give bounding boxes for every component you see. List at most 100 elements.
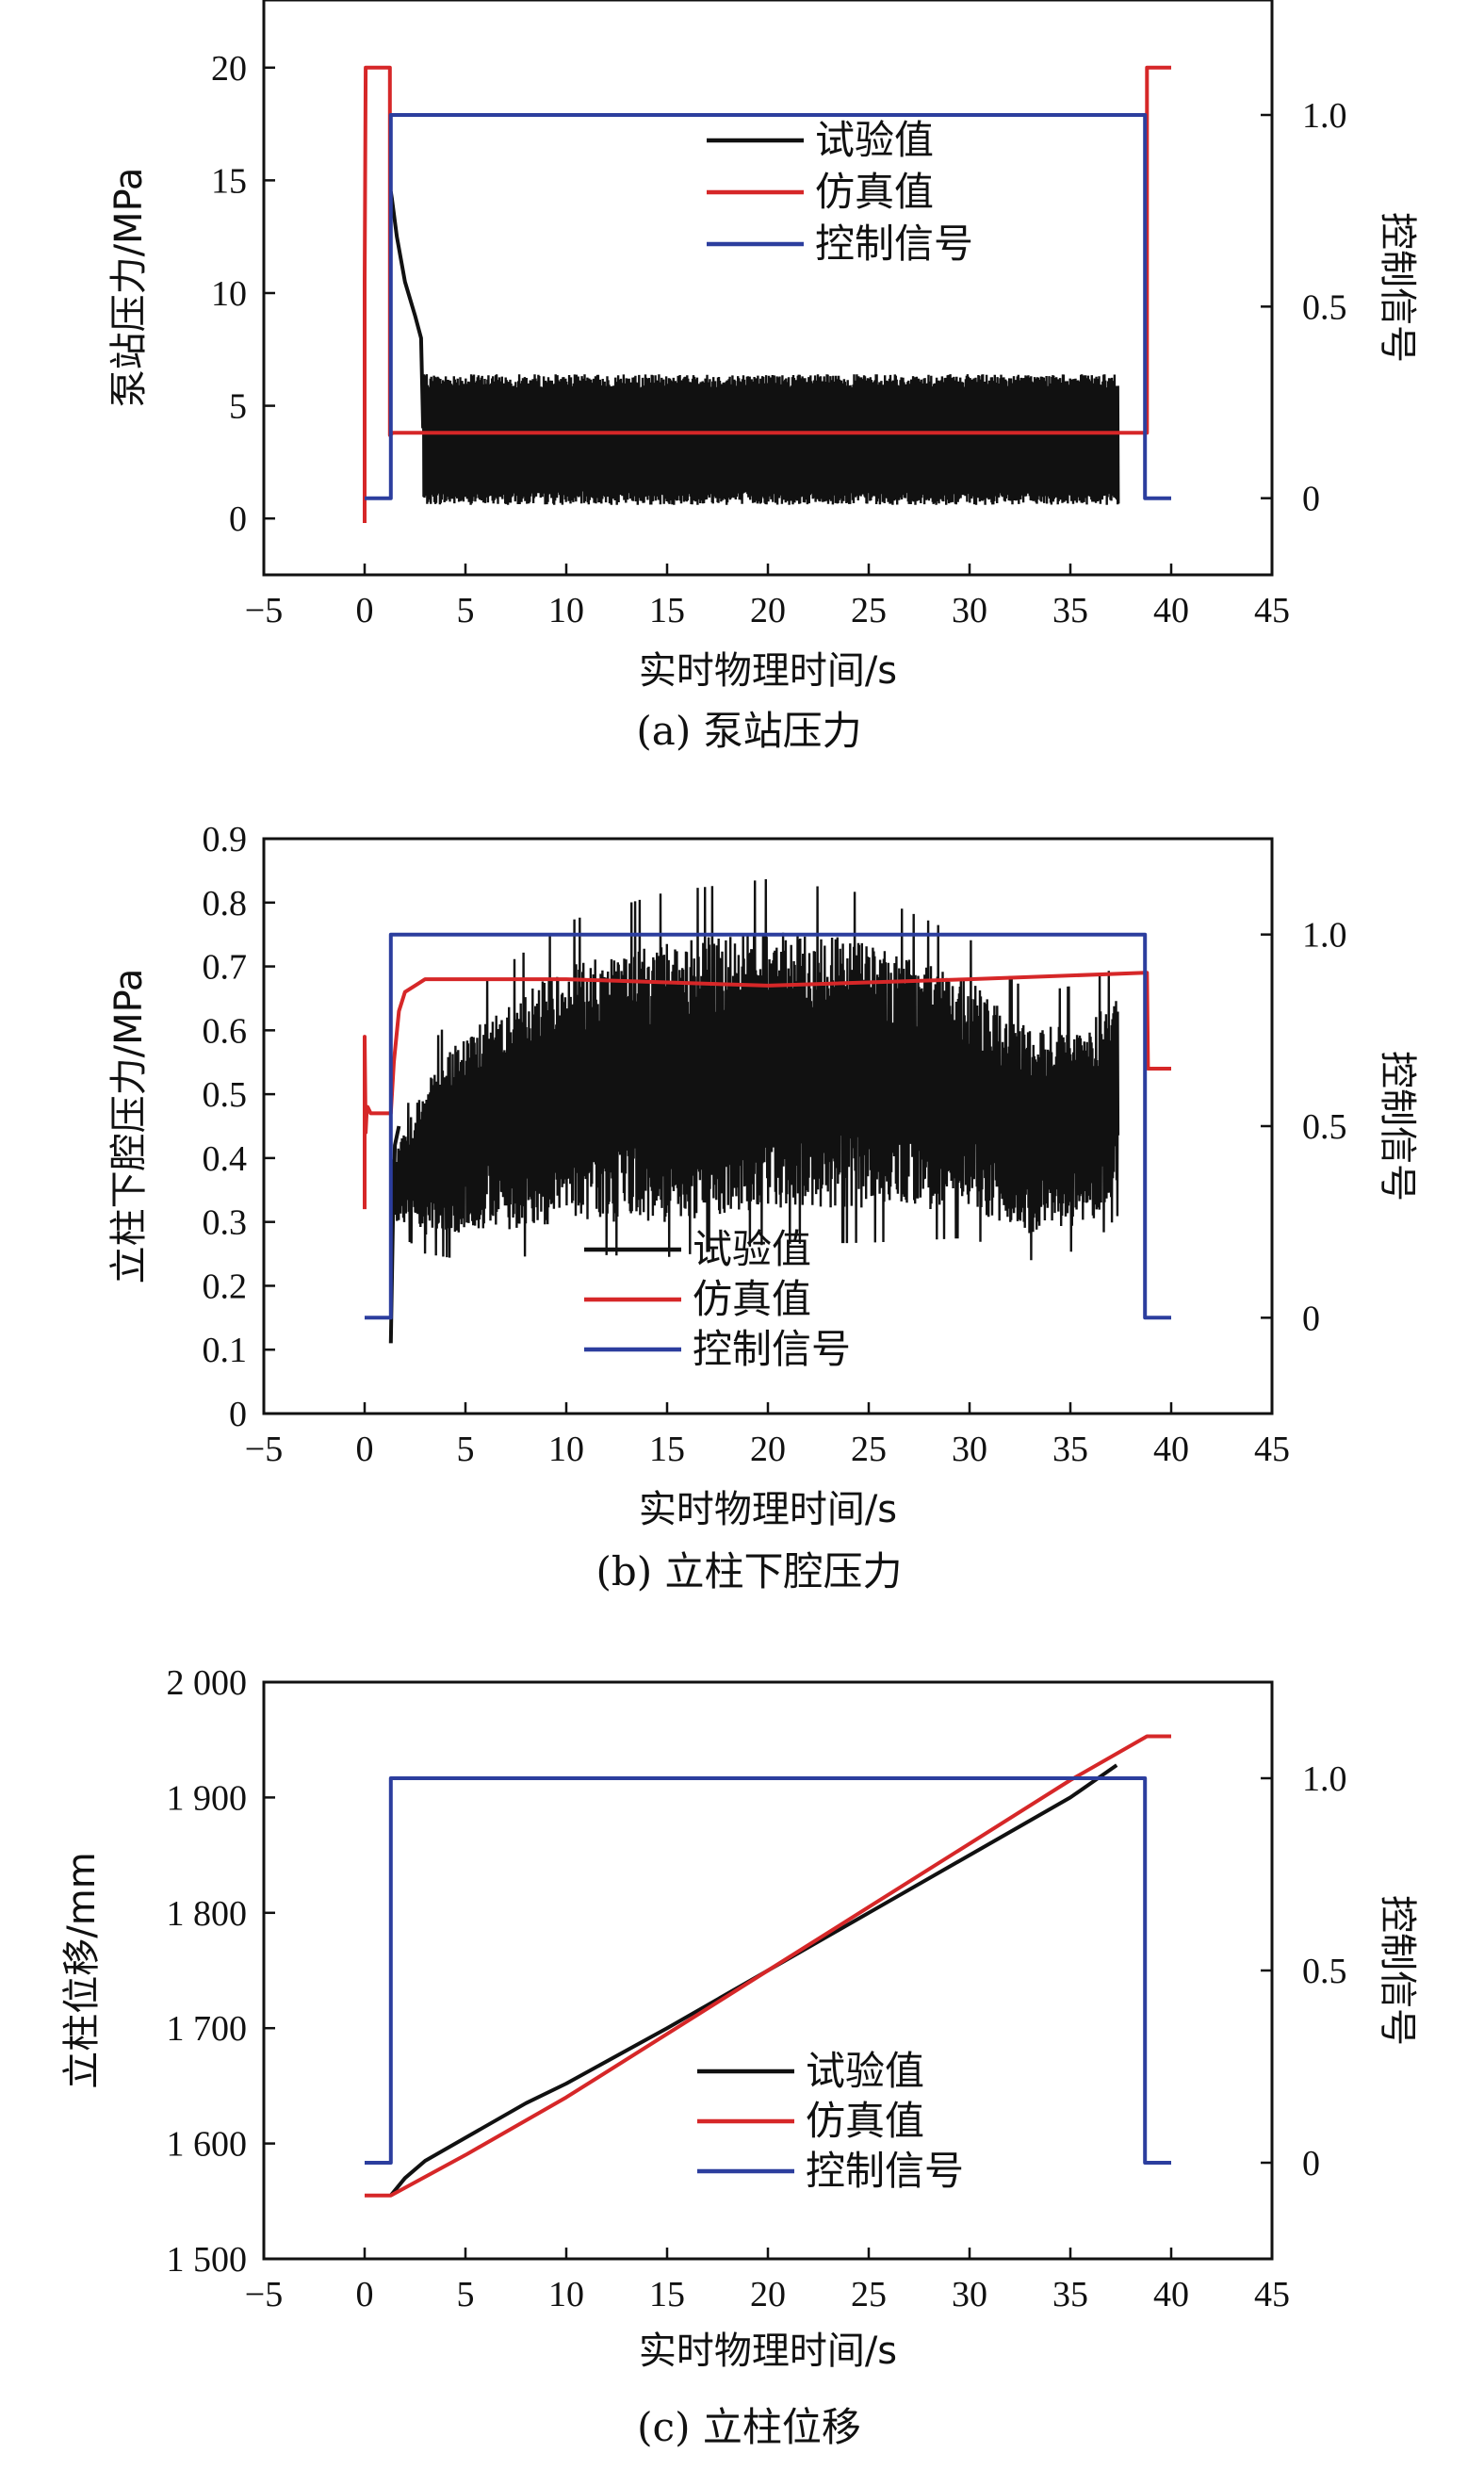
y2-tick-label: 0.5 [1302,1107,1347,1147]
x-axis-label: 实时物理时间/s [639,649,897,693]
y-tick-label: 0.1 [203,1331,248,1370]
x-tick-label: 10 [548,1430,584,1469]
x-tick-label: −5 [245,2275,283,2314]
x-tick-label: 40 [1153,2275,1189,2314]
y2-tick-label: 0 [1302,1299,1320,1338]
x-tick-label: 5 [457,591,475,630]
x-tick-label: 30 [952,1430,987,1469]
x-tick-label: 20 [750,2275,786,2314]
x-tick-label: 35 [1052,2275,1088,2314]
y2-axis-label: 控制信号 [1376,212,1419,363]
series-line-2 [365,113,1171,500]
y-axis-label: 立柱下腔压力/MPa [107,969,151,1284]
y2-tick-label: 1.0 [1302,916,1347,956]
y-tick-label: 0.5 [203,1075,248,1115]
legend-label: 试验值 [815,117,934,163]
y-tick-label: 15 [211,161,247,201]
y-tick-label: 10 [211,274,247,314]
x-tick-label: 40 [1153,1430,1189,1469]
legend-label: 控制信号 [693,1326,851,1372]
plot-area [363,878,1171,1344]
x-tick-label: 45 [1254,2275,1290,2314]
panel-c-column-displacement: −5 0 5 10 15 20 25 30 35 40 45 1 500 1 600 1 700 1 800… [60,1663,1419,2450]
x-tick-label: 45 [1254,1430,1290,1469]
x-tick-label: 10 [548,591,584,630]
legend-label: 试验值 [806,2048,924,2094]
y-tick-label: 0.7 [203,948,248,988]
y-tick-label: 1 800 [167,1894,248,1934]
x-tick-label: 15 [649,2275,685,2314]
y2-axis-label: 控制信号 [1376,1051,1419,1202]
x-tick-label: −5 [245,1430,283,1469]
x-tick-label: 35 [1052,591,1088,630]
series-line-2 [365,1776,1171,2165]
y-tick-label: 0.8 [203,884,248,924]
series-noise-0 [391,878,1120,1261]
y2-tick-label: 1.0 [1302,1759,1347,1799]
panel-a-pump-pressure: −5 0 5 10 15 20 25 30 35 40 45 0 5 10 15 20 0 0.5 1.0 实时物理时… [107,0,1419,754]
x-tick-label: 20 [750,591,786,630]
y-tick-label: 1 600 [167,2125,248,2165]
y-tick-label: 20 [211,49,247,89]
panel-caption: (c) 立柱位移 [637,2404,861,2450]
y2-axis-label: 控制信号 [1376,1895,1419,2046]
plot-area [363,65,1171,523]
y-tick-label: 0.6 [203,1011,248,1051]
legend-label: 控制信号 [815,221,973,267]
y-tick-label: 0.4 [203,1139,248,1179]
x-tick-label: −5 [245,591,283,630]
y-tick-label: 0.9 [203,820,248,859]
y-axis-label: 立柱位移/mm [60,1852,104,2088]
x-tick-label: 0 [356,2275,374,2314]
series-line-1 [365,1734,1171,2198]
y2-tick-label: 0.5 [1302,1952,1347,1991]
y-tick-label: 2 000 [167,1663,248,1703]
x-tick-label: 15 [649,591,685,630]
y-tick-label: 1 900 [167,1778,248,1818]
y-tick-label: 1 500 [167,2240,248,2280]
legend-label: 仿真值 [693,1276,811,1322]
panel-b-column-lower-chamber-pressure: −5 0 5 10 15 20 25 30 35 40 4500.10.20.30.40.50.60… [107,820,1419,1594]
y2-tick-label: 0 [1302,480,1320,519]
x-tick-label: 25 [851,2275,887,2314]
x-axis-label: 实时物理时间/s [639,1488,897,1531]
panel-caption: (a) 泵站压力 [636,708,861,754]
x-tick-label: 10 [548,2275,584,2314]
series-line-2 [365,932,1171,1320]
y2-tick-label: 0.5 [1302,287,1347,327]
legend-label: 仿真值 [806,2098,924,2144]
plot-area [365,1734,1171,2198]
series-line-0 [389,1763,1118,2197]
x-tick-label: 0 [356,1430,374,1469]
x-tick-label: 30 [952,2275,987,2314]
y2-tick-label: 1.0 [1302,96,1347,136]
series-line-0 [388,190,426,429]
y-axis-label: 泵站压力/MPa [107,168,151,408]
y-tick-label: 5 [229,387,247,427]
x-tick-label: 45 [1254,591,1290,630]
x-tick-label: 5 [457,2275,475,2314]
x-tick-label: 25 [851,1430,887,1469]
legend-label: 控制信号 [806,2148,964,2194]
x-tick-label: 5 [457,1430,475,1469]
legend-label: 仿真值 [815,169,934,215]
x-tick-label: 40 [1153,591,1189,630]
x-tick-label: 35 [1052,1430,1088,1469]
y-tick-label: 0.3 [203,1203,248,1243]
y-tick-label: 0 [229,499,247,539]
y-tick-label: 0.2 [203,1267,248,1306]
series-line-1 [363,971,1171,1210]
y-tick-label: 0 [229,1395,247,1434]
x-tick-label: 25 [851,591,887,630]
y-tick-label: 1 700 [167,2009,248,2049]
x-axis-label: 实时物理时间/s [639,2330,897,2373]
x-tick-label: 20 [750,1430,786,1469]
y2-tick-label: 0 [1302,2144,1320,2183]
x-tick-label: 0 [356,591,374,630]
legend-label: 试验值 [693,1226,811,1272]
x-tick-label: 15 [649,1430,685,1469]
